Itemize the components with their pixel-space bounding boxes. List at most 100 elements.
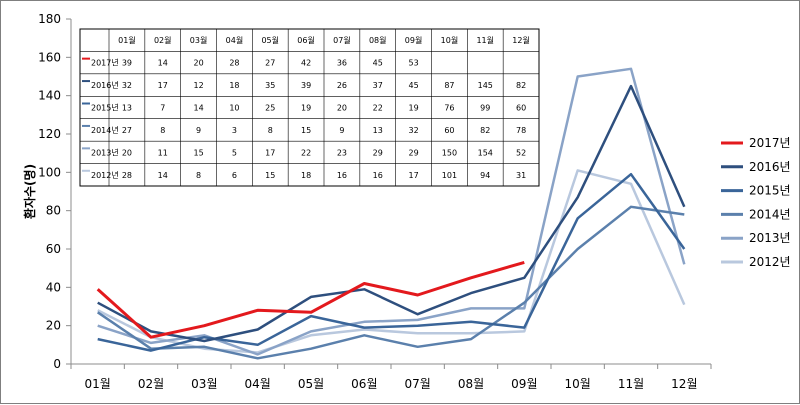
- legend-label: 2013년: [749, 231, 791, 245]
- table-cell: 76: [444, 104, 454, 113]
- table-row-label: 2016년: [91, 80, 119, 90]
- table-cell: 27: [122, 126, 132, 135]
- table-header-cell: 01월: [118, 35, 136, 45]
- x-tick-label: 12월: [671, 377, 697, 391]
- table-header-cell: 02월: [154, 35, 172, 45]
- table-header-cell: 07월: [333, 35, 351, 45]
- table-header-cell: 11월: [476, 35, 494, 45]
- table-cell: 154: [478, 148, 493, 157]
- x-tick-label: 07월: [405, 377, 431, 391]
- table-cell: 23: [337, 148, 347, 157]
- table-cell: 15: [301, 126, 311, 135]
- table-cell: 82: [516, 81, 526, 90]
- table-cell: 25: [265, 104, 275, 113]
- table-cell: 35: [265, 81, 275, 90]
- table-cell: 32: [408, 126, 418, 135]
- table-cell: 31: [516, 171, 526, 180]
- table-cell: 20: [337, 104, 347, 113]
- table-cell: 145: [478, 81, 493, 90]
- x-tick-label: 02월: [138, 377, 164, 391]
- table-cell: 14: [158, 171, 168, 180]
- table-cell: 29: [373, 148, 383, 157]
- table-cell: 14: [193, 104, 203, 113]
- table-cell: 13: [122, 104, 132, 113]
- table-cell: 6: [232, 171, 237, 180]
- table-cell: 39: [122, 59, 132, 68]
- y-tick-label: 140: [38, 89, 61, 103]
- y-tick-label: 40: [46, 280, 61, 294]
- table-cell: 28: [229, 59, 239, 68]
- table-cell: 12: [193, 81, 203, 90]
- table-cell: 9: [196, 126, 201, 135]
- table-cell: 19: [408, 104, 418, 113]
- data-table: [79, 28, 540, 187]
- series-line-2017년: [96, 260, 525, 339]
- series-line-2016년: [97, 84, 686, 343]
- x-tick-label: 11월: [618, 377, 644, 391]
- table-row-label: 2012년: [91, 170, 119, 180]
- table-cell: 20: [193, 59, 203, 68]
- legend-label: 2012년: [749, 255, 791, 269]
- table-row-label: 2013년: [91, 147, 119, 157]
- table-cell: 9: [339, 126, 344, 135]
- table-cell: 45: [373, 59, 383, 68]
- table-cell: 18: [229, 81, 239, 90]
- table-cell: 5: [232, 148, 237, 157]
- series-line-2015년: [97, 172, 686, 352]
- table-cell: 13: [373, 126, 383, 135]
- y-axis-label: 환자수(명): [22, 164, 37, 219]
- x-tick-label: 10월: [565, 377, 591, 391]
- table-cell: 32: [122, 81, 132, 90]
- table-cell: 150: [442, 148, 457, 157]
- table-cell: 10: [229, 104, 239, 113]
- x-tick-label: 08월: [458, 377, 484, 391]
- table-cell: 17: [158, 81, 168, 90]
- table-cell: 52: [516, 148, 526, 157]
- y-tick-label: 120: [38, 127, 61, 141]
- table-cell: 42: [301, 59, 311, 68]
- table-cell: 11: [158, 148, 168, 157]
- series-line-2012년: [97, 169, 686, 354]
- table-cell: 45: [408, 81, 418, 90]
- x-tick-label: 05월: [298, 377, 324, 391]
- table-cell: 87: [444, 81, 454, 90]
- table-header-cell: 08월: [369, 35, 387, 45]
- table-cell: 20: [122, 148, 132, 157]
- y-tick-label: 160: [38, 50, 61, 64]
- y-tick-label: 100: [38, 165, 61, 179]
- y-tick-label: 60: [46, 242, 61, 256]
- table-cell: 27: [265, 59, 275, 68]
- legend-label: 2015년: [749, 184, 791, 198]
- table-cell: 8: [196, 171, 201, 180]
- x-tick-label: 01월: [85, 377, 111, 391]
- y-tick-label: 180: [38, 12, 61, 26]
- table-cell: 22: [301, 148, 311, 157]
- table-cell: 82: [480, 126, 490, 135]
- table-cell: 78: [516, 126, 526, 135]
- table-cell: 60: [444, 126, 454, 135]
- table-cell: 3: [232, 126, 237, 135]
- x-tick-label: 04월: [245, 377, 271, 391]
- table-cell: 18: [301, 171, 311, 180]
- table-cell: 60: [516, 104, 526, 113]
- table-header-cell: 04월: [226, 35, 244, 45]
- table-cell: 14: [158, 59, 168, 68]
- legend-label: 2016년: [749, 160, 791, 174]
- table-cell: 94: [480, 171, 490, 180]
- series-line-2014년: [96, 205, 685, 360]
- table-header-cell: 05월: [261, 35, 279, 45]
- table-cell: 15: [265, 171, 275, 180]
- table-cell: 101: [442, 171, 457, 180]
- table-cell: 29: [408, 148, 418, 157]
- table-cell: 16: [337, 171, 347, 180]
- x-tick-label: 03월: [191, 377, 217, 391]
- table-header-cell: 09월: [405, 35, 423, 45]
- table-header-cell: 03월: [190, 35, 208, 45]
- table-cell: 17: [408, 171, 418, 180]
- table-cell: 39: [301, 81, 311, 90]
- table-header-cell: 10월: [441, 35, 459, 45]
- table-cell: 17: [265, 148, 275, 157]
- x-tick-label: 06월: [351, 377, 377, 391]
- legend-label: 2017년: [749, 136, 791, 150]
